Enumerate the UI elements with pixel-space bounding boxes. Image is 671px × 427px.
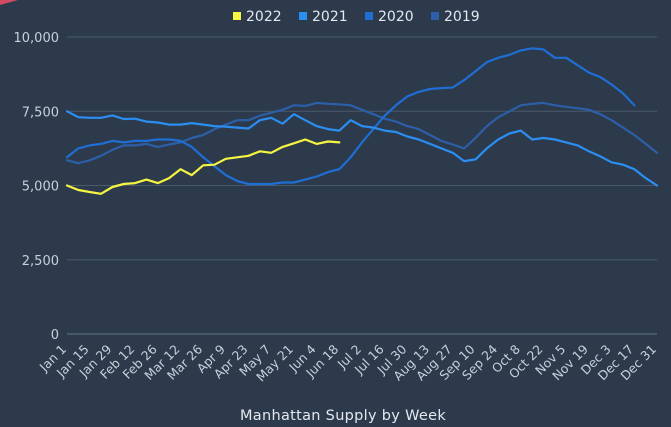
y-axis: 0 2,500 5,000 7,500 10,000 [14, 31, 60, 343]
y-tick-label: 10,000 [14, 31, 60, 46]
legend-label: 2021 [312, 9, 348, 25]
y-tick-label: 7,500 [22, 105, 59, 120]
series-group [65, 47, 659, 195]
series-line-2020 [65, 47, 636, 186]
legend-swatch-2022 [233, 12, 241, 20]
x-axis-title: Manhattan Supply by Week [240, 408, 446, 424]
legend-label: 2020 [378, 9, 414, 25]
legend-swatch-2021 [299, 12, 307, 20]
corner-accent-mark [0, 0, 18, 5]
series-line-2021 [65, 110, 659, 187]
series-line-2019 [65, 101, 659, 165]
legend-swatch-2020 [365, 12, 373, 20]
y-tick-label: 2,500 [22, 254, 59, 269]
y-tick-label: 0 [51, 328, 59, 343]
legend-label: 2019 [444, 9, 480, 25]
y-tick-label: 5,000 [22, 180, 59, 195]
legend-swatch-2019 [431, 12, 439, 20]
series-line-2022 [65, 138, 341, 195]
legend-label: 2022 [246, 9, 282, 25]
gridlines [67, 36, 657, 335]
legend: 2022 2021 2020 2019 [233, 9, 480, 25]
